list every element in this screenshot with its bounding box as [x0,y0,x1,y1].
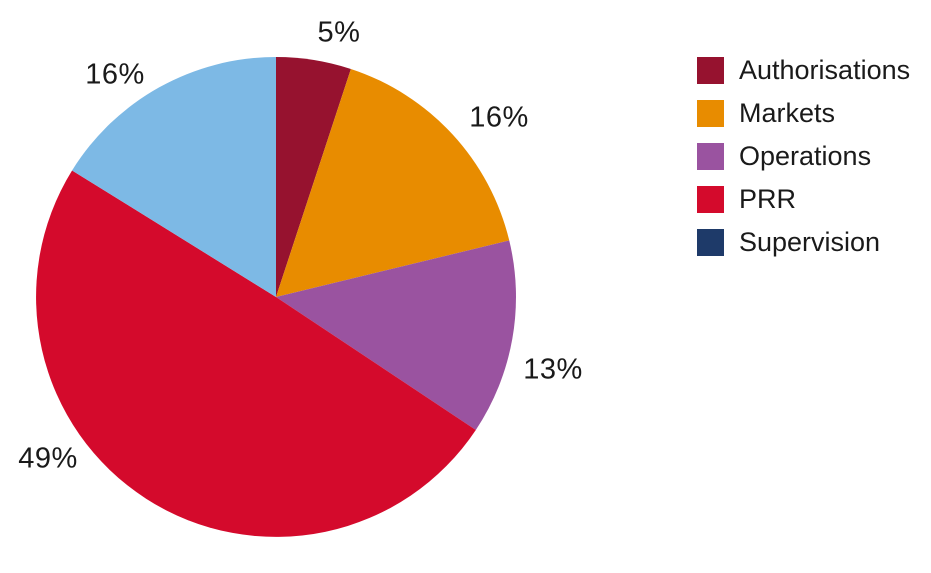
legend-label: Markets [739,98,836,128]
legend-item-prr: PRR [697,184,910,214]
pie-slices [36,57,516,537]
slice-label-prr: 49% [18,442,78,475]
slice-label-authorisations: 5% [317,16,361,49]
pie-slice-supervision [72,57,276,297]
legend-item-supervision: Supervision [697,227,910,257]
pie-slice-authorisations [276,57,351,297]
legend-item-operations: Operations [697,141,910,171]
legend-swatch-operations [697,143,724,170]
legend-label: Authorisations [739,55,911,85]
legend-label: Operations [739,141,872,171]
legend-swatch-authorisations [697,57,724,84]
slice-label-markets: 16% [469,101,529,134]
pie-slice-prr [36,170,476,537]
legend-item-authorisations: Authorisations [697,55,911,85]
legend-swatch-supervision [697,229,724,256]
legend: Authorisations Markets Operations PRR Su… [697,55,911,272]
slice-label-operations: 13% [523,353,583,386]
pie-slice-markets [276,68,510,297]
legend-label: Supervision [739,227,881,257]
legend-item-markets: Markets [697,98,910,128]
pie-slice-operations [276,240,516,430]
slice-label-supervision: 16% [85,58,145,91]
legend-swatch-prr [697,186,724,213]
legend-swatch-markets [697,100,724,127]
legend-label: PRR [739,184,797,214]
